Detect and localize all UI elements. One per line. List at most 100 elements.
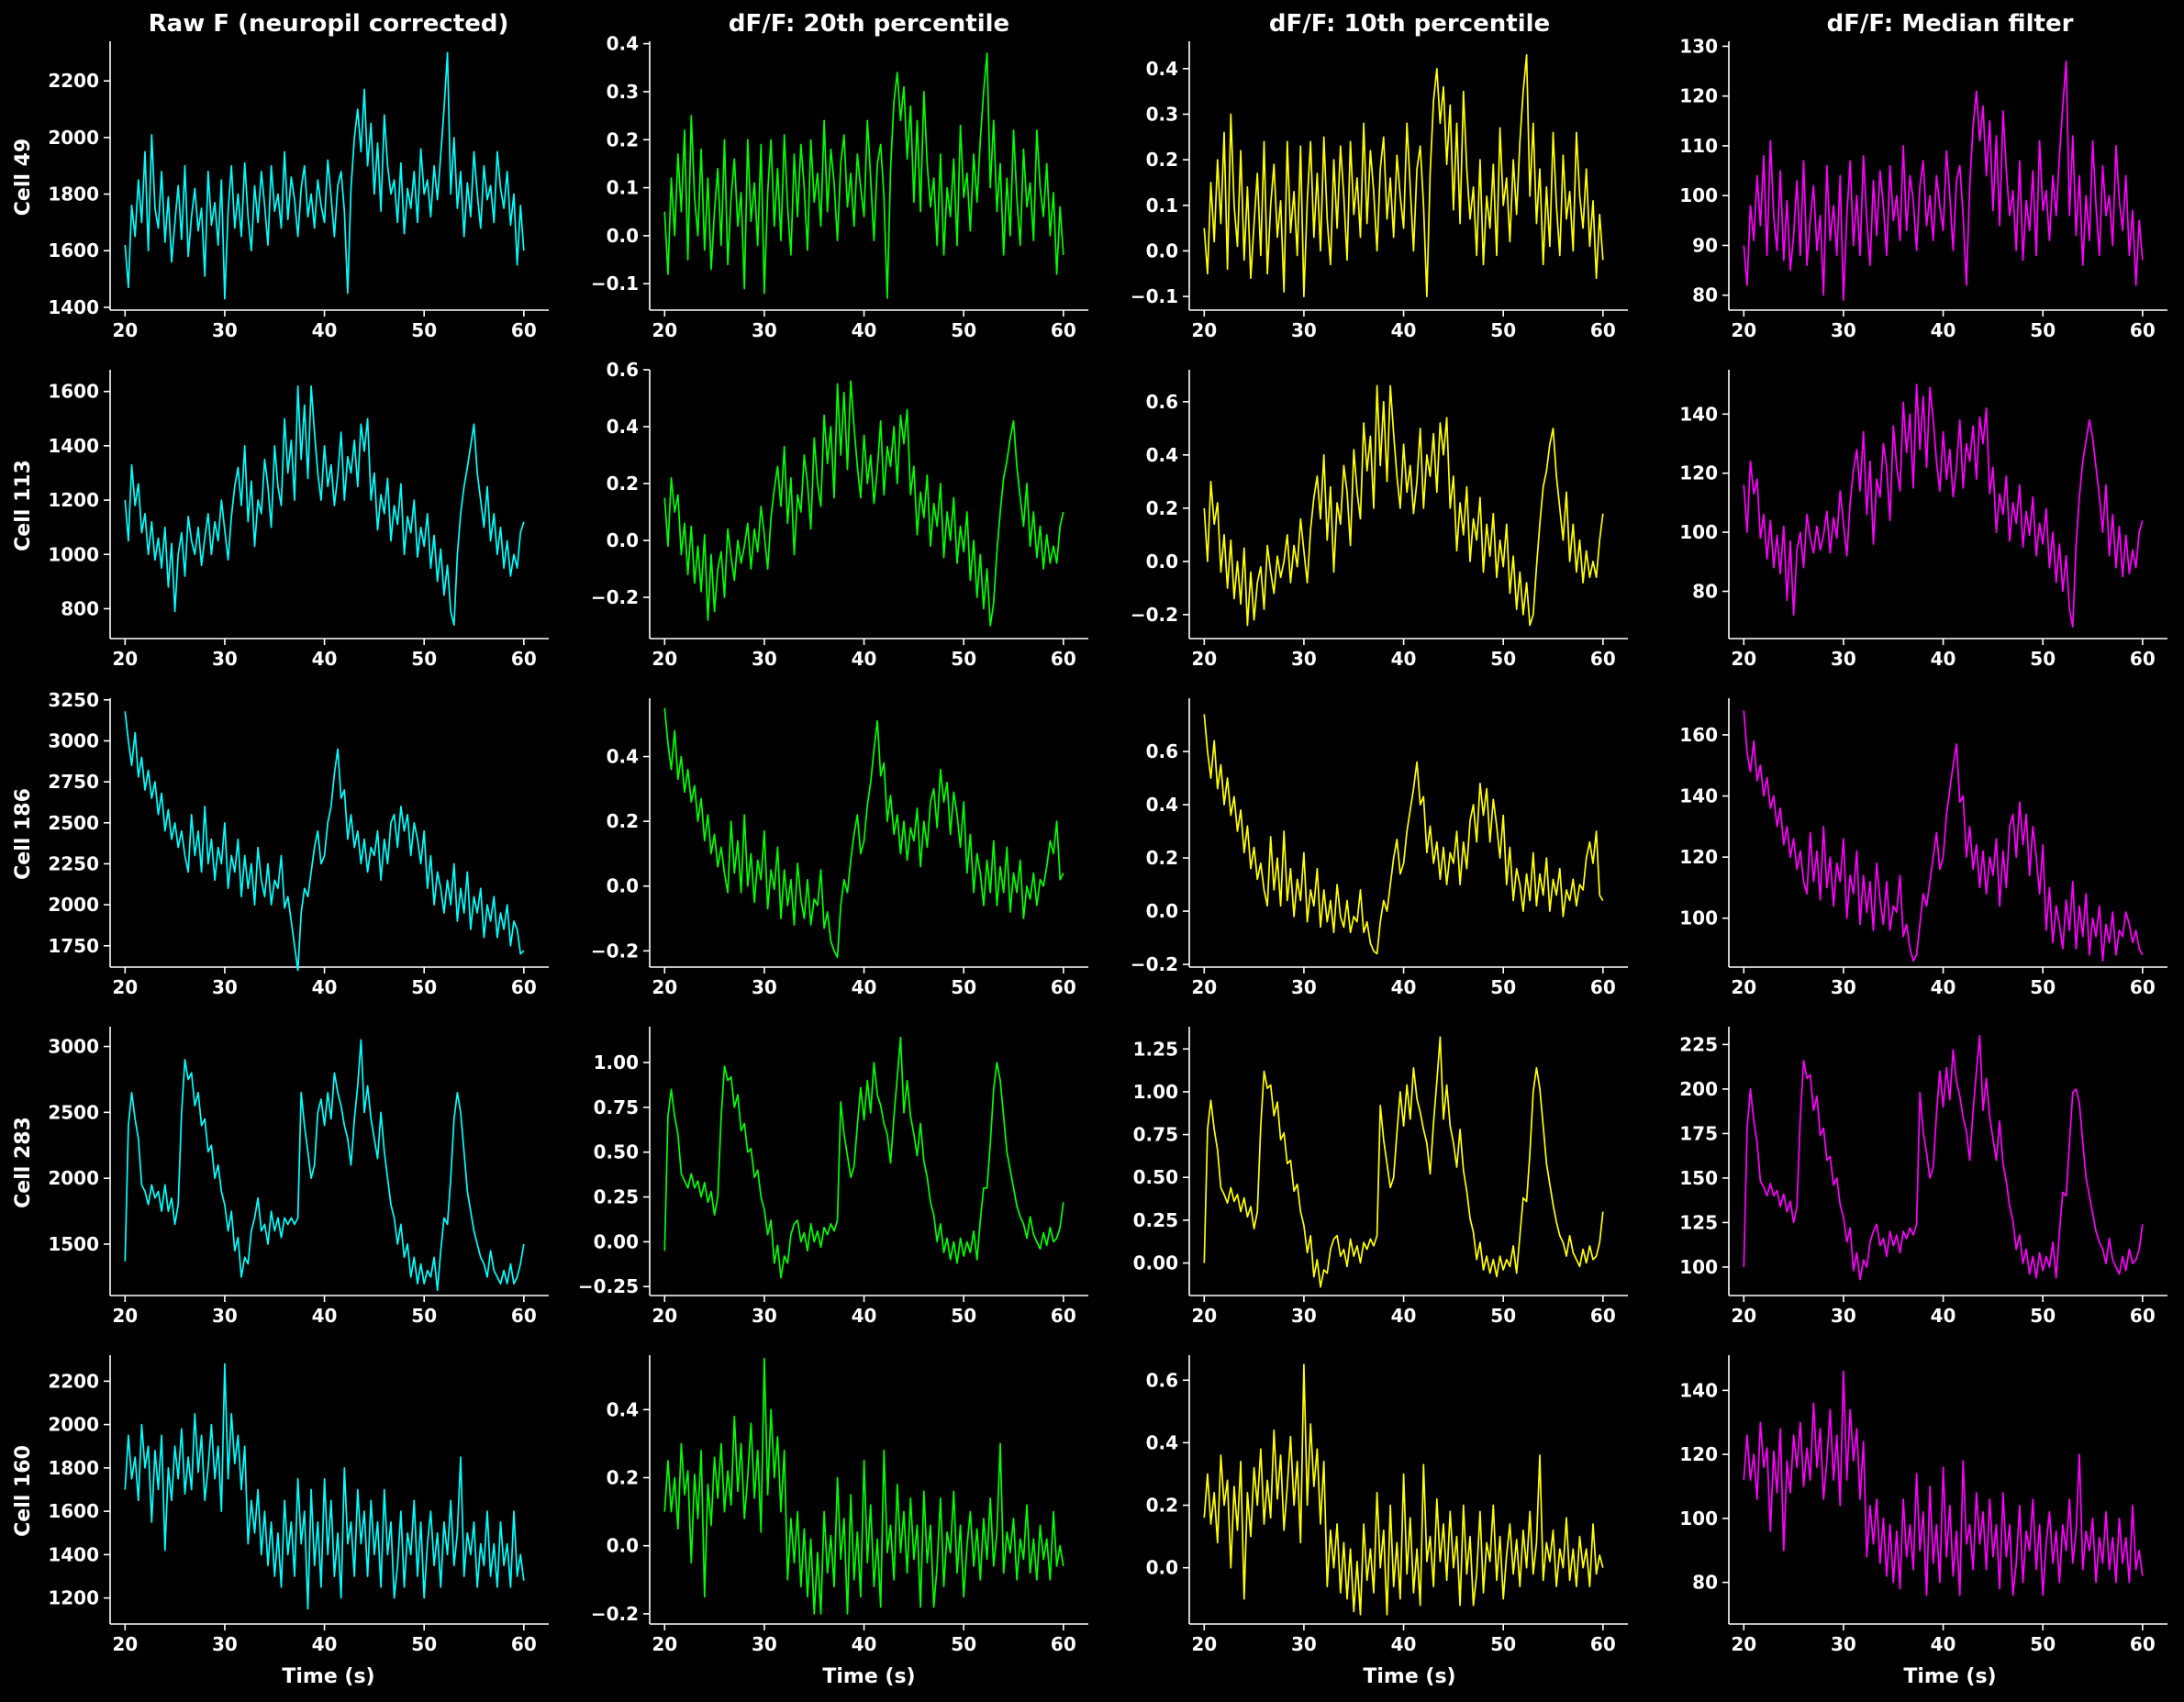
x-tick-label: 50 (1490, 319, 1516, 341)
panel-cell-113-dff-20th: 20 30 40 50 60 −0.2 0.0 0.2 0.4 0.6 (591, 359, 1088, 670)
x-tick-label: 20 (1731, 1633, 1756, 1655)
x-tick-label: 40 (852, 648, 877, 670)
x-tick-label: 50 (2030, 648, 2056, 670)
y-tick-label: 0.2 (1146, 497, 1178, 519)
x-tick-label: 50 (951, 319, 976, 341)
row-label-cell-186: Cell 186 (12, 788, 35, 880)
x-tick-label: 20 (652, 1633, 677, 1655)
y-tick-label: −0.2 (1131, 953, 1178, 975)
x-tick-label: 50 (951, 648, 976, 670)
x-tick-label: 50 (1490, 1305, 1516, 1327)
x-tick-label: 20 (112, 976, 138, 998)
y-tick-label: 0.0 (1146, 239, 1178, 261)
x-tick-label: 40 (1391, 1633, 1417, 1655)
row-label-cell-49: Cell 49 (12, 139, 35, 216)
x-tick-label: 50 (2030, 1633, 2056, 1655)
x-tick-label: 60 (511, 976, 537, 998)
x-tick-label: 60 (2130, 648, 2156, 670)
trace-line-cell-113-dff-median (1743, 384, 2144, 628)
y-tick-label: 100 (1679, 907, 1718, 929)
y-tick-label: 3000 (48, 729, 99, 751)
x-tick-label: 60 (2130, 319, 2156, 341)
x-tick-label: 40 (312, 1633, 338, 1655)
trace-line-cell-283-raw-f (124, 1039, 525, 1292)
y-tick-label: 0.4 (607, 416, 639, 438)
x-tick-label: 60 (1590, 648, 1616, 670)
y-tick-label: 2000 (48, 1414, 99, 1436)
trace-line-cell-186-dff-20th (663, 707, 1064, 959)
trace-line-cell-160-dff-20th (663, 1357, 1064, 1615)
x-tick-label: 30 (212, 1633, 238, 1655)
y-tick-label: 0.6 (1146, 1369, 1178, 1391)
row-label-cell-113: Cell 113 (12, 460, 35, 551)
x-tick-label: 50 (411, 976, 437, 998)
x-tick-label: 40 (1391, 319, 1417, 341)
y-tick-label: 0.0 (607, 1535, 639, 1557)
y-tick-label: −0.1 (591, 273, 639, 295)
y-tick-label: −0.2 (591, 940, 639, 962)
x-tick-label: 50 (411, 648, 437, 670)
y-tick-label: 200 (1679, 1078, 1718, 1100)
y-tick-label: −0.2 (591, 586, 639, 608)
y-tick-label: 0.4 (1146, 444, 1178, 466)
panel-cell-160-dff-10th: 20 30 40 50 60 0.0 0.2 0.4 0.6 (1146, 1355, 1628, 1655)
x-tick-label: 20 (1191, 1305, 1217, 1327)
trace-line-cell-160-raw-f (124, 1363, 525, 1610)
x-tick-label: 20 (1191, 1633, 1217, 1655)
x-axis-labels: Time (s) Time (s) Time (s) Time (s) (282, 1665, 1996, 1688)
column-titles: Raw F (neuropil corrected) dF/F: 20th pe… (149, 10, 2074, 38)
panel-cell-160-dff-median: 20 30 40 50 60 80 100 120 140 (1679, 1355, 2167, 1655)
panel-cell-283-raw-f: 20 30 40 50 60 1500 2000 2500 3000 (48, 1027, 549, 1327)
x-tick-label: 30 (1831, 1305, 1856, 1327)
x-tick-label: 50 (411, 1305, 437, 1327)
y-tick-label: 0.2 (607, 128, 639, 150)
y-tick-label: 2200 (48, 1370, 99, 1392)
y-tick-label: 0.6 (1146, 391, 1178, 413)
y-tick-label: −0.1 (1131, 285, 1178, 307)
x-tick-label: 60 (511, 1305, 537, 1327)
y-tick-label: 80 (1692, 580, 1718, 602)
trace-line-cell-186-dff-median (1743, 710, 2144, 962)
y-tick-label: 0.75 (594, 1096, 639, 1118)
x-tick-label: 60 (1051, 976, 1076, 998)
trace-line-cell-283-dff-10th (1203, 1036, 1604, 1288)
y-tick-label: 2000 (48, 894, 99, 916)
y-tick-label: 0.2 (1146, 1495, 1178, 1517)
x-tick-label: 30 (1291, 976, 1317, 998)
x-tick-label: 30 (1291, 648, 1317, 670)
y-tick-label: 120 (1679, 462, 1718, 484)
trace-line-cell-49-dff-10th (1203, 54, 1604, 297)
panel-cell-113-dff-median: 20 30 40 50 60 80 100 120 140 (1679, 370, 2167, 670)
x-tick-label: 60 (2130, 1305, 2156, 1327)
y-tick-label: 800 (61, 597, 99, 619)
trace-line-cell-186-raw-f (124, 711, 525, 972)
x-tick-label: 50 (951, 1633, 976, 1655)
y-tick-label: 100 (1679, 184, 1718, 206)
panel-cell-113-dff-10th: 20 30 40 50 60 −0.2 0.0 0.2 0.4 0.6 (1131, 370, 1628, 670)
x-tick-label: 50 (2030, 976, 2056, 998)
x-tick-label: 20 (652, 976, 677, 998)
y-tick-label: 1600 (48, 239, 99, 261)
y-tick-label: 0.25 (594, 1186, 639, 1208)
x-tick-label: 50 (2030, 319, 2056, 341)
x-tick-label: 40 (852, 1633, 877, 1655)
x-tick-label: 40 (1391, 976, 1417, 998)
panel-cell-283-dff-10th: 20 30 40 50 60 0.00 0.25 0.50 0.75 1.00 1.25 (1133, 1027, 1628, 1327)
row-labels: Cell 49 Cell 113 Cell 186 Cell 283 Cell … (12, 139, 35, 1537)
y-tick-label: 225 (1679, 1033, 1718, 1055)
x-tick-label: 30 (1831, 319, 1856, 341)
trace-line-cell-49-raw-f (124, 51, 525, 300)
x-tick-label: 20 (1731, 976, 1756, 998)
x-tick-label: 50 (1490, 648, 1516, 670)
x-tick-label: 20 (1731, 319, 1756, 341)
x-tick-label: 20 (1191, 976, 1217, 998)
panel-grid: 20 30 40 50 60 1400 1600 1800 2000 2200 20 30 40 50 60… (48, 33, 2167, 1655)
x-tick-label: 40 (312, 319, 338, 341)
x-tick-label: 20 (112, 319, 138, 341)
trace-line-cell-113-dff-20th (663, 380, 1064, 627)
y-tick-label: 1400 (48, 435, 99, 457)
y-tick-label: 80 (1692, 1572, 1718, 1594)
x-tick-label: 30 (212, 648, 238, 670)
x-tick-label: 40 (1931, 648, 1956, 670)
